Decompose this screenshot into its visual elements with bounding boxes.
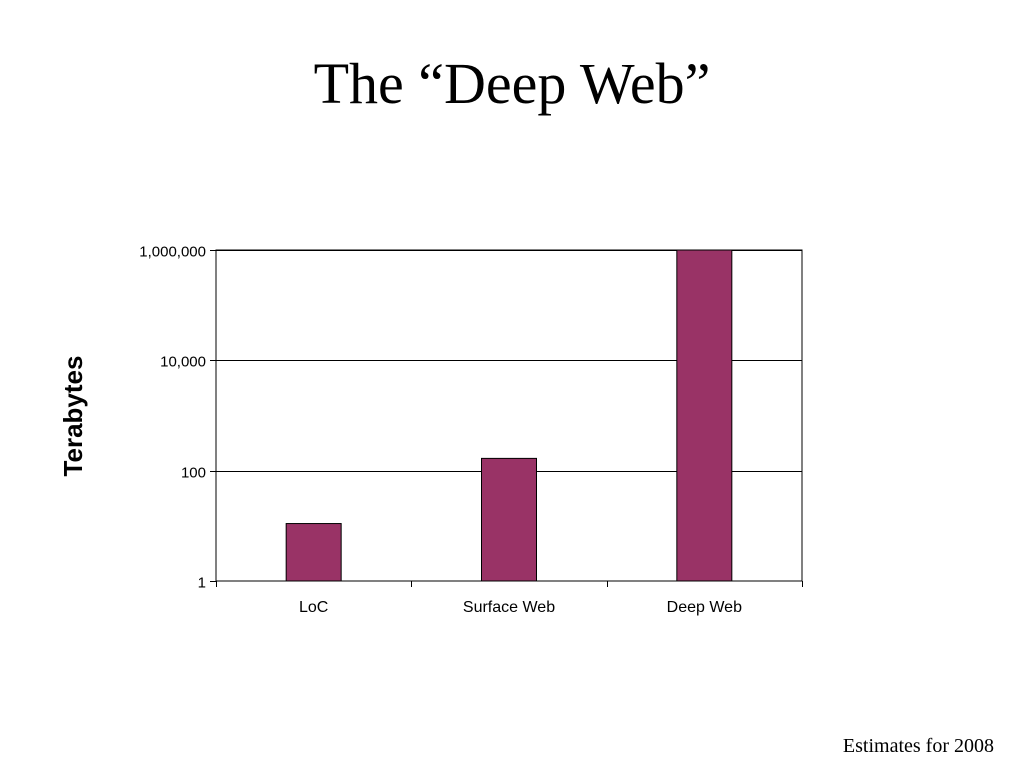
footnote: Estimates for 2008 — [842, 735, 994, 757]
y-tick-label: 10,000 — [160, 354, 206, 371]
x-tick-label: LoC — [299, 599, 328, 616]
plot-area-frame — [215, 249, 803, 582]
x-tick-label: Deep Web — [667, 599, 742, 616]
bar-surface-web — [481, 457, 537, 582]
y-tick-label: 1,000,000 — [139, 244, 206, 261]
slide-title: The “Deep Web” — [313, 51, 711, 116]
y-tick-label: 100 — [181, 465, 206, 482]
bar-loc — [285, 523, 342, 582]
x-tick-label: Surface Web — [463, 599, 555, 616]
axes: 1 100 10,000 1,000,000 LoC Surface Web Deep We… — [139, 244, 803, 616]
bars — [285, 249, 733, 582]
y-tick-label: 1 — [198, 575, 206, 592]
y-axis-label: Terabytes — [58, 356, 88, 477]
bar-deep-web — [676, 249, 733, 582]
